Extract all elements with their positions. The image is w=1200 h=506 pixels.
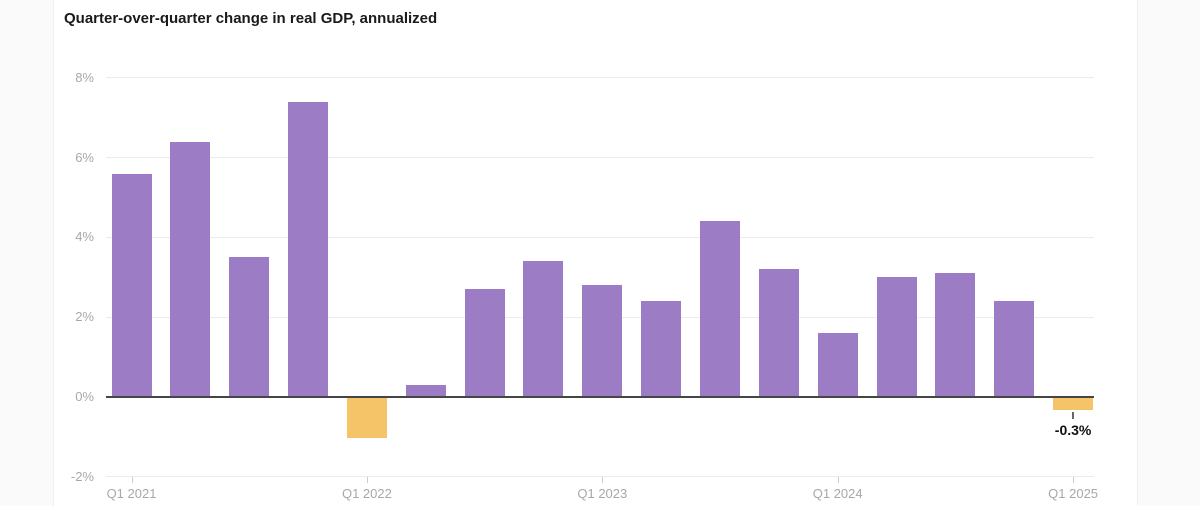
bar-q1-2024[interactable] [817, 333, 858, 397]
bar-q1-2025[interactable] [1053, 398, 1094, 410]
bar-q4-2022[interactable] [523, 261, 564, 397]
x-axis-label: Q1 2023 [577, 486, 628, 501]
x-axis-label: Q1 2025 [1048, 486, 1099, 501]
gridline [106, 476, 1094, 478]
zero-axis-line [106, 396, 1094, 398]
bar-q2-2024[interactable] [876, 277, 917, 397]
bar-q4-2023[interactable] [758, 269, 799, 397]
bar-q3-2022[interactable] [464, 289, 505, 397]
annotation-tick [1072, 412, 1075, 419]
bar-q3-2024[interactable] [935, 273, 976, 397]
gridline [106, 236, 1094, 238]
bar-q3-2023[interactable] [700, 221, 740, 397]
y-axis-label: 4% [75, 229, 94, 245]
bar-q1-2021[interactable] [111, 173, 152, 397]
x-axis-tick [131, 477, 133, 483]
y-axis-label: 8% [75, 69, 94, 85]
gridline [106, 157, 1094, 159]
x-axis-tick [837, 477, 839, 483]
bar-q1-2023[interactable] [582, 285, 623, 397]
bar-q3-2021[interactable] [229, 257, 270, 397]
y-axis-label: -2% [70, 468, 94, 484]
x-axis-tick [366, 477, 368, 483]
x-axis-label: Q1 2022 [341, 486, 392, 501]
x-axis-label: Q1 2021 [106, 486, 157, 501]
x-axis-tick [602, 477, 604, 483]
last-value-annotation: -0.3% [1054, 422, 1092, 438]
x-axis-tick [1073, 477, 1075, 483]
bar-q4-2021[interactable] [288, 101, 329, 397]
y-axis-label: 6% [75, 149, 94, 165]
bar-q2-2022[interactable] [405, 385, 446, 397]
bar-q2-2021[interactable] [170, 141, 211, 397]
gdp-bar-chart: 8% 6% 4% 2% 0% -2% Q1 2021 Q1 2022 Q1 2023 Q1 202… [54, 0, 1137, 506]
bar-q2-2023[interactable] [641, 301, 682, 397]
gridline [106, 77, 1094, 79]
y-axis-label: 0% [75, 389, 94, 404]
gdp-chart-card: Quarter-over-quarter change in real GDP,… [53, 0, 1138, 506]
x-axis-label: Q1 2024 [812, 486, 863, 501]
y-axis-label: 2% [75, 309, 94, 325]
bar-q4-2024[interactable] [994, 301, 1035, 397]
chart-title: Quarter-over-quarter change in real GDP,… [64, 10, 438, 27]
bar-q1-2022[interactable] [346, 398, 387, 438]
